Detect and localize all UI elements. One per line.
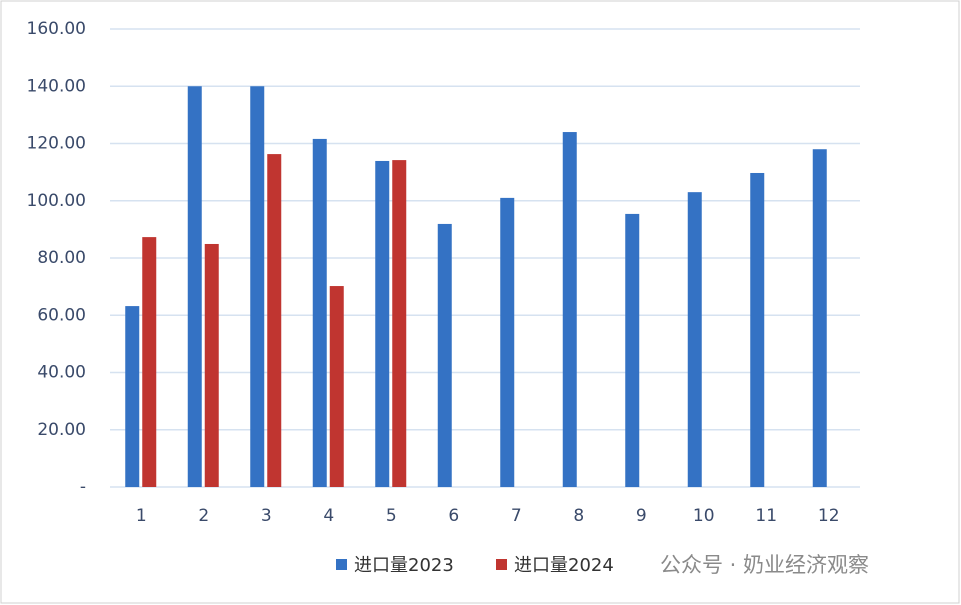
bar (687, 192, 702, 487)
bar (392, 160, 407, 488)
bar (375, 160, 390, 487)
x-tick-label: 7 (511, 506, 522, 526)
x-tick-label: 5 (386, 506, 397, 526)
x-tick-label: 8 (573, 506, 584, 526)
bar (562, 132, 577, 488)
y-tick-label: - (80, 477, 86, 497)
bar (204, 243, 219, 487)
bar (329, 286, 344, 487)
watermark: 公众号 · 奶业经济观察 (660, 553, 869, 577)
bar (267, 154, 282, 487)
bar (812, 149, 827, 487)
y-tick-label: 140.00 (27, 76, 86, 96)
bar (187, 86, 202, 487)
y-tick-label: 80.00 (37, 248, 86, 268)
legend-swatch (336, 559, 347, 570)
bar (500, 197, 515, 487)
legend-swatch (496, 559, 507, 570)
y-tick-label: 100.00 (27, 191, 86, 211)
x-tick-label: 11 (755, 506, 777, 526)
x-tick-label: 10 (693, 506, 715, 526)
bar (250, 86, 265, 487)
x-tick-label: 3 (261, 506, 272, 526)
legend-label: 进口量2023 (354, 555, 454, 576)
x-tick-label: 1 (136, 506, 147, 526)
x-tick-label: 12 (818, 506, 840, 526)
bar (750, 172, 765, 487)
x-tick-label: 4 (323, 506, 334, 526)
y-tick-label: 60.00 (37, 305, 86, 325)
bar (625, 213, 640, 488)
y-tick-label: 40.00 (37, 363, 86, 383)
bar (125, 306, 140, 487)
y-tick-label: 120.00 (27, 134, 86, 154)
bar (142, 237, 157, 487)
bar (312, 138, 327, 488)
bar (437, 223, 452, 487)
x-tick-label: 2 (198, 506, 209, 526)
y-tick-label: 160.00 (27, 19, 86, 39)
y-tick-label: 20.00 (37, 420, 86, 440)
legend-label: 进口量2024 (514, 555, 614, 576)
x-tick-label: 9 (636, 506, 647, 526)
x-tick-label: 6 (448, 506, 459, 526)
